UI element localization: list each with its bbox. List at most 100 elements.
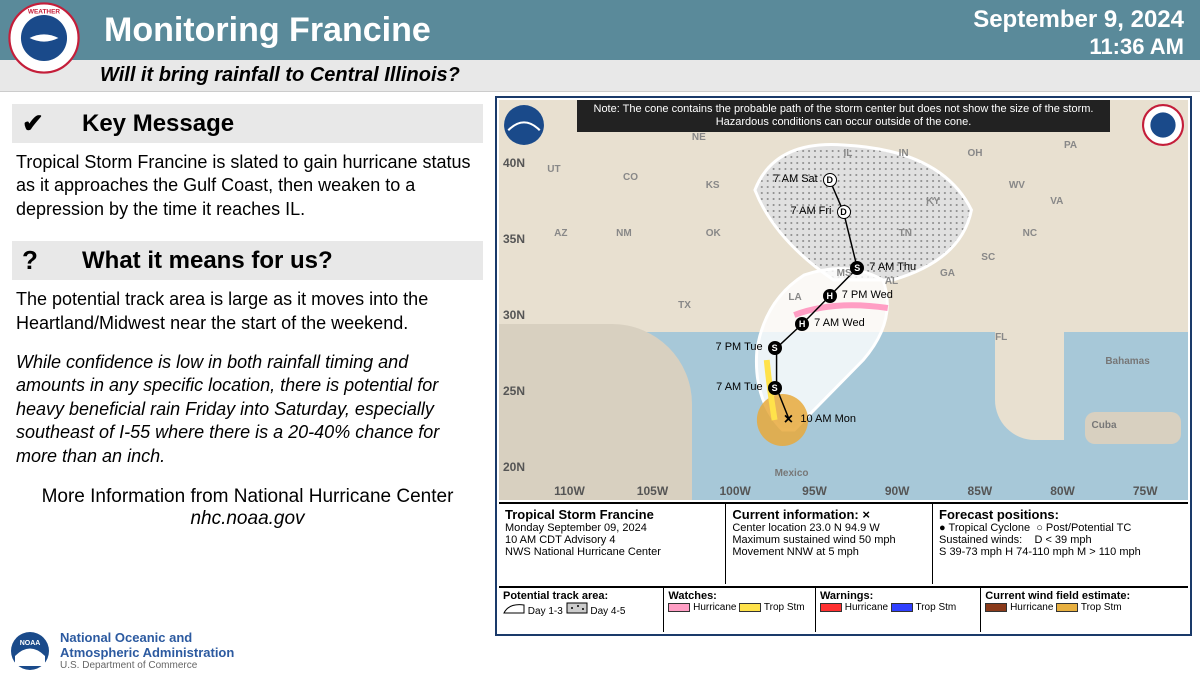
right-column: 40N35N30N25N20N 110W105W100W95W90W85W80W… bbox=[495, 92, 1200, 652]
state-label: PA bbox=[1064, 140, 1077, 151]
legend-pta: Potential track area: Day 1-3 Day 4-5 bbox=[499, 588, 664, 632]
means-body-1: The potential track area is large as it … bbox=[12, 288, 483, 335]
track-label: 7 AM Fri bbox=[791, 205, 832, 217]
state-label: GA bbox=[940, 268, 955, 279]
swatch-icon bbox=[668, 603, 690, 612]
lat-label: 35N bbox=[503, 232, 525, 246]
check-icon: ✔ bbox=[22, 108, 62, 139]
cone-solid-icon bbox=[503, 602, 525, 614]
swatch-icon bbox=[985, 603, 1007, 612]
info-row: Maximum sustained wind 50 mph bbox=[732, 534, 926, 546]
place-label: Mexico bbox=[775, 468, 809, 479]
svg-text:NOAA: NOAA bbox=[20, 640, 41, 647]
state-label: IN bbox=[899, 148, 909, 159]
nws-logo: WEATHER bbox=[8, 2, 80, 74]
subheader: Will it bring rainfall to Central Illino… bbox=[0, 60, 1200, 92]
state-label: FL bbox=[995, 332, 1007, 343]
state-label: AZ bbox=[554, 228, 567, 239]
state-label: KY bbox=[926, 196, 940, 207]
swatch-icon bbox=[891, 603, 913, 612]
info-sym: Sustained winds: bbox=[939, 534, 1022, 546]
header-bar: WEATHER Monitoring Francine September 9,… bbox=[0, 0, 1200, 60]
legend-label: Trop Stm bbox=[764, 602, 805, 613]
track-label: 7 PM Wed bbox=[842, 289, 893, 301]
lon-label: 75W bbox=[1133, 484, 1158, 498]
state-label: TX bbox=[678, 300, 691, 311]
page-title: Monitoring Francine bbox=[104, 11, 431, 50]
map-note: Note: The cone contains the probable pat… bbox=[577, 100, 1110, 132]
state-label: OK bbox=[706, 228, 721, 239]
lat-label: 30N bbox=[503, 308, 525, 322]
legend-row: Hurricane Trop Stm bbox=[985, 602, 1184, 613]
legend-title: Warnings: bbox=[820, 590, 976, 602]
info-panel: Tropical Storm Francine Monday September… bbox=[499, 502, 1188, 584]
state-label: LA bbox=[788, 292, 801, 303]
lon-label: 80W bbox=[1050, 484, 1075, 498]
track-label: 7 AM Tue bbox=[716, 381, 762, 393]
noaa-logo-icon: NOAA bbox=[10, 631, 50, 671]
svg-text:WEATHER: WEATHER bbox=[28, 9, 61, 16]
more-info-url: nhc.noaa.gov bbox=[12, 508, 483, 530]
info-current: Current information: × Center location 2… bbox=[726, 504, 933, 584]
footer: NOAA National Oceanic and Atmospheric Ad… bbox=[0, 626, 244, 675]
lat-label: 25N bbox=[503, 384, 525, 398]
legend-row: Hurricane Trop Stm bbox=[820, 602, 976, 613]
legend-row: Hurricane Trop Stm bbox=[668, 602, 811, 613]
info-row: Sustained winds: D < 39 mph bbox=[939, 534, 1182, 546]
map-canvas: 40N35N30N25N20N 110W105W100W95W90W85W80W… bbox=[499, 100, 1188, 500]
track-label: 7 AM Wed bbox=[814, 317, 865, 329]
state-label: OH bbox=[968, 148, 983, 159]
state-label: SC bbox=[981, 252, 995, 263]
track-point: S bbox=[768, 381, 782, 395]
state-label: IL bbox=[844, 148, 853, 159]
question-icon: ? bbox=[22, 245, 62, 276]
footer-line: U.S. Department of Commerce bbox=[60, 660, 234, 671]
info-row: 10 AM CDT Advisory 4 bbox=[505, 534, 719, 546]
info-sym: ○ Post/Potential TC bbox=[1036, 522, 1131, 534]
lon-label: 100W bbox=[719, 484, 750, 498]
lon-label: 110W bbox=[554, 484, 585, 498]
info-row: Center location 23.0 N 94.9 W bbox=[732, 522, 926, 534]
nws-logo-small-icon bbox=[1142, 104, 1184, 146]
legend-title: Watches: bbox=[668, 590, 811, 602]
info-sym: ● Tropical Cyclone bbox=[939, 522, 1030, 534]
footer-line: National Oceanic and bbox=[60, 630, 234, 645]
state-label: NM bbox=[616, 228, 632, 239]
key-message-body: Tropical Storm Francine is slated to gai… bbox=[12, 151, 483, 221]
key-message-header: ✔ Key Message bbox=[12, 104, 483, 143]
track-point: H bbox=[823, 289, 837, 303]
info-current-title: Current information: × bbox=[732, 507, 926, 522]
track-label: 7 AM Thu bbox=[869, 261, 916, 273]
legend-wind: Current wind field estimate: Hurricane T… bbox=[981, 588, 1188, 632]
left-column: ✔ Key Message Tropical Storm Francine is… bbox=[0, 92, 495, 652]
means-title: What it means for us? bbox=[82, 247, 333, 275]
info-forecast: Forecast positions: ● Tropical Cyclone ○… bbox=[933, 504, 1188, 584]
place-label: Bahamas bbox=[1105, 356, 1149, 367]
footer-text: National Oceanic and Atmospheric Adminis… bbox=[60, 630, 234, 671]
legend-warnings: Warnings: Hurricane Trop Stm bbox=[816, 588, 981, 632]
header-time: 11:36 AM bbox=[973, 34, 1184, 60]
info-row: Movement NNW at 5 mph bbox=[732, 546, 926, 558]
place-label: Cuba bbox=[1092, 420, 1117, 431]
info-row: ● Tropical Cyclone ○ Post/Potential TC bbox=[939, 522, 1182, 534]
track-point: S bbox=[768, 341, 782, 355]
state-label: WV bbox=[1009, 180, 1025, 191]
state-label: NE bbox=[692, 132, 706, 143]
more-info-text: More Information from National Hurricane… bbox=[12, 486, 483, 508]
legend-label: Trop Stm bbox=[1081, 602, 1122, 613]
legend-panel: Potential track area: Day 1-3 Day 4-5 Wa… bbox=[499, 586, 1188, 632]
footer-line: Atmospheric Administration bbox=[60, 645, 234, 660]
means-body-2: While confidence is low in both rainfall… bbox=[12, 351, 483, 468]
header-date: September 9, 2024 bbox=[973, 6, 1184, 34]
info-row: S 39-73 mph H 74-110 mph M > 110 mph bbox=[939, 546, 1182, 558]
legend-label: Hurricane bbox=[1010, 602, 1053, 613]
lon-label: 95W bbox=[802, 484, 827, 498]
cone-dotted-icon bbox=[566, 602, 588, 614]
lon-label: 85W bbox=[968, 484, 993, 498]
info-storm-title: Tropical Storm Francine bbox=[505, 507, 719, 522]
key-message-title: Key Message bbox=[82, 110, 234, 138]
state-label: KS bbox=[706, 180, 720, 191]
track-label: 10 AM Mon bbox=[800, 413, 856, 425]
lat-label: 40N bbox=[503, 156, 525, 170]
state-label: AL bbox=[885, 276, 898, 287]
